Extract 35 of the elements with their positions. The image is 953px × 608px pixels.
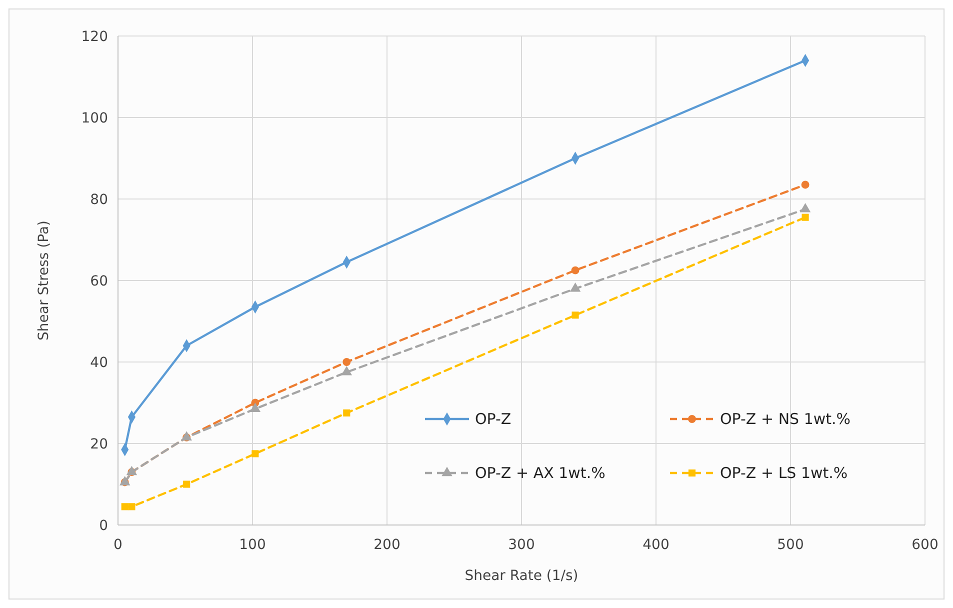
point xyxy=(570,282,581,292)
y-tick-label: 0 xyxy=(99,518,108,534)
x-tick-label: 600 xyxy=(912,537,938,553)
legend-label: OP-Z + LS 1wt.% xyxy=(720,464,848,482)
x-tick-label: 400 xyxy=(642,537,670,553)
legend-label: OP-Z xyxy=(475,410,512,428)
y-tick-label: 40 xyxy=(90,355,108,371)
point xyxy=(252,450,259,458)
point xyxy=(128,503,136,510)
x-tick-label: 300 xyxy=(508,537,535,553)
y-tick-label: 60 xyxy=(90,274,108,290)
point xyxy=(183,480,190,488)
point xyxy=(801,180,810,189)
point xyxy=(342,358,351,366)
x-tick-label: 200 xyxy=(374,537,400,553)
legend-label: OP-Z + NS 1wt.% xyxy=(720,410,851,428)
y-tick-label: 80 xyxy=(90,192,108,208)
point xyxy=(250,402,261,412)
point xyxy=(341,366,352,376)
point xyxy=(800,202,811,212)
point xyxy=(572,312,579,319)
x-tick-label: 0 xyxy=(114,537,122,553)
point xyxy=(802,214,809,221)
point xyxy=(571,266,580,274)
x-tick-label: 100 xyxy=(239,537,266,553)
point xyxy=(126,466,138,476)
y-tick-label: 120 xyxy=(81,29,108,45)
x-tick-label: 500 xyxy=(777,537,804,553)
y-tick-label: 100 xyxy=(81,110,108,126)
point xyxy=(343,409,350,416)
x-axis-title: Shear Rate (1/s) xyxy=(464,568,578,584)
y-tick-label: 20 xyxy=(90,436,108,452)
y-axis-title: Shear Stress (Pa) xyxy=(36,220,52,340)
point xyxy=(121,503,128,510)
legend-label: OP-Z + AX 1wt.% xyxy=(475,464,606,482)
